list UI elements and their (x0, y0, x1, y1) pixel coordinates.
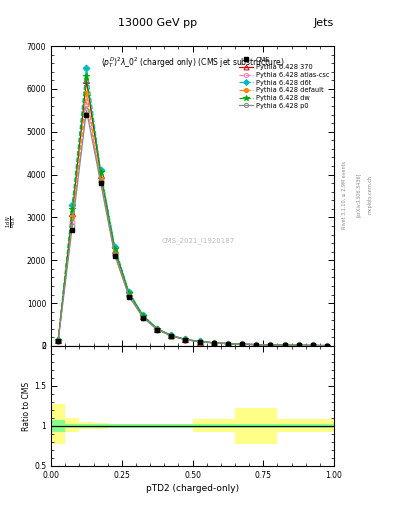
Text: [arXiv:1306.3436]: [arXiv:1306.3436] (356, 173, 361, 217)
Y-axis label: Ratio to CMS: Ratio to CMS (22, 381, 31, 431)
Text: CMS_2021_I1920187: CMS_2021_I1920187 (162, 238, 235, 244)
Text: $(p_T^D)^2\lambda\_0^2$ (charged only) (CMS jet substructure): $(p_T^D)^2\lambda\_0^2$ (charged only) (… (101, 55, 285, 70)
Text: 13000 GeV pp: 13000 GeV pp (118, 18, 197, 28)
Text: Jets: Jets (314, 18, 334, 28)
Text: Rivet 3.1.10, ≥ 2.9M events: Rivet 3.1.10, ≥ 2.9M events (342, 160, 347, 229)
Text: mcplots.cern.ch: mcplots.cern.ch (367, 175, 373, 214)
Text: $\frac{1}{\sigma}\frac{\mathrm{d}N}{\mathrm{d}\lambda}$: $\frac{1}{\sigma}\frac{\mathrm{d}N}{\mat… (5, 215, 19, 227)
Legend: CMS, Pythia 6.428 370, Pythia 6.428 atlas-csc, Pythia 6.428 d6t, Pythia 6.428 de: CMS, Pythia 6.428 370, Pythia 6.428 atla… (237, 55, 331, 110)
X-axis label: pTD2 (charged-only): pTD2 (charged-only) (146, 484, 239, 493)
